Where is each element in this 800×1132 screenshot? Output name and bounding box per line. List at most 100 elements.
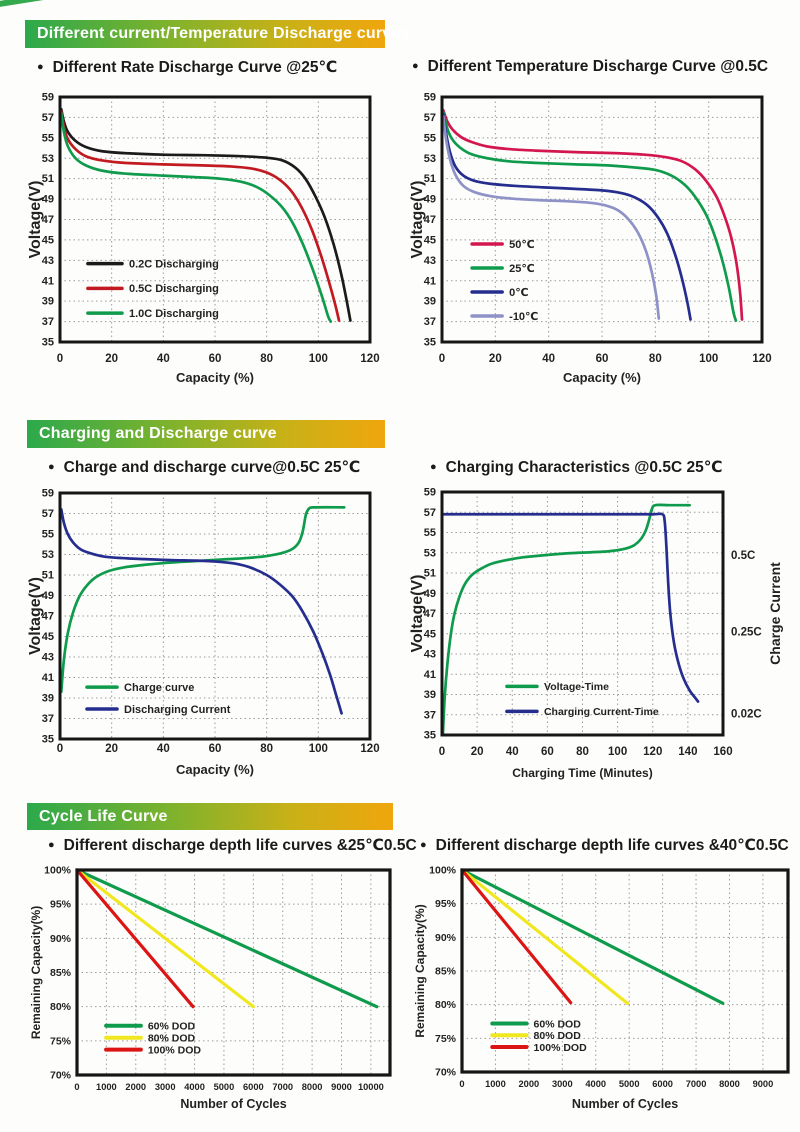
svg-text:95%: 95% — [435, 898, 457, 910]
svg-text:8000: 8000 — [302, 1082, 323, 1092]
svg-text:35: 35 — [42, 734, 54, 746]
bullet-icon: ● — [420, 839, 427, 851]
chart-title-cycle-life-25c: ● Different discharge depth life curves &… — [48, 836, 417, 855]
svg-text:35: 35 — [424, 337, 436, 349]
svg-text:100% DOD: 100% DOD — [148, 1044, 202, 1056]
svg-text:Voltage(V): Voltage(V) — [410, 181, 426, 259]
svg-text:120: 120 — [360, 353, 379, 365]
svg-text:45: 45 — [42, 234, 54, 246]
svg-text:55: 55 — [42, 529, 54, 541]
svg-text:51: 51 — [42, 570, 54, 582]
svg-text:100%: 100% — [429, 865, 457, 877]
chart-canvas: 70% 75% 80% 85% 90% 95% 100% 0 1000 2000 3000 4000 5… — [413, 865, 790, 1111]
svg-text:53: 53 — [424, 547, 436, 559]
bullet-icon: ● — [48, 461, 55, 473]
bullet-icon: ● — [430, 461, 437, 473]
svg-text:85%: 85% — [50, 967, 72, 979]
chart-title-text: Charging Characteristics @0.5C 25℃ — [445, 459, 723, 476]
svg-text:1000: 1000 — [96, 1082, 117, 1092]
svg-text:35: 35 — [424, 730, 436, 742]
svg-text:59: 59 — [424, 92, 436, 104]
svg-text:Number of Cycles: Number of Cycles — [572, 1097, 678, 1111]
svg-text:Voltage-Time: Voltage-Time — [544, 681, 609, 693]
svg-text:Charging Current-Time: Charging Current-Time — [544, 706, 659, 718]
svg-text:45: 45 — [424, 234, 436, 246]
svg-text:90%: 90% — [435, 932, 457, 944]
svg-text:37: 37 — [424, 709, 436, 721]
svg-text:6000: 6000 — [243, 1082, 264, 1092]
svg-text:20: 20 — [105, 743, 118, 755]
svg-text:41: 41 — [42, 275, 54, 287]
svg-text:57: 57 — [424, 112, 436, 124]
svg-text:55: 55 — [424, 132, 436, 144]
svg-text:53: 53 — [424, 153, 436, 165]
chart-canvas: 35 37 39 41 43 45 47 49 51 53 55 57 59 0 20 40 60 80 100 12… — [409, 487, 783, 781]
svg-text:2000: 2000 — [125, 1082, 146, 1092]
svg-text:75%: 75% — [50, 1035, 72, 1047]
chart-title-charging-characteristics: ● Charging Characteristics @0.5C 25℃ — [430, 458, 722, 477]
bullet-icon: ● — [412, 60, 419, 72]
chart-temperature-discharge: 35 37 39 41 43 45 47 49 51 53 55 57 59 0 20 40 60 80 100 12… — [409, 88, 778, 390]
svg-text:100: 100 — [608, 746, 627, 758]
svg-text:120: 120 — [360, 743, 379, 755]
svg-text:Discharging Current: Discharging Current — [124, 704, 231, 716]
svg-text:47: 47 — [424, 214, 436, 226]
svg-text:49: 49 — [424, 588, 436, 600]
svg-text:80%: 80% — [50, 1001, 72, 1013]
chart-title-cycle-life-40c: ● Different discharge depth life curves &… — [420, 836, 789, 855]
banner-charging-discharge: Charging and Discharge curve — [27, 420, 385, 448]
svg-text:60: 60 — [596, 353, 609, 365]
svg-text:35: 35 — [42, 337, 54, 349]
svg-text:43: 43 — [42, 255, 54, 267]
svg-text:0.5C Discharging: 0.5C Discharging — [129, 283, 219, 295]
svg-text:20: 20 — [105, 353, 118, 365]
svg-text:7000: 7000 — [272, 1082, 293, 1092]
svg-text:59: 59 — [42, 92, 54, 104]
chart-title-text: Different Temperature Discharge Curve @0… — [427, 58, 769, 75]
svg-text:59: 59 — [42, 488, 54, 500]
svg-text:90%: 90% — [50, 933, 72, 945]
svg-text:Remaining Capacity(%): Remaining Capacity(%) — [29, 906, 43, 1039]
chart-title-temperature-discharge: ● Different Temperature Discharge Curve @… — [412, 58, 768, 76]
svg-text:80% DOD: 80% DOD — [534, 1030, 582, 1042]
svg-text:120: 120 — [643, 746, 662, 758]
svg-text:53: 53 — [42, 153, 54, 165]
svg-text:47: 47 — [424, 608, 436, 620]
svg-text:140: 140 — [678, 746, 697, 758]
svg-text:6000: 6000 — [652, 1079, 673, 1089]
svg-text:51: 51 — [424, 173, 436, 185]
chart-charge-discharge: 35 37 39 41 43 45 47 49 51 53 55 57 59 0 20 40 60 80 100 12… — [27, 484, 383, 784]
svg-text:49: 49 — [42, 194, 54, 206]
svg-text:-10℃: -10℃ — [509, 311, 538, 323]
chart-canvas: 35 37 39 41 43 45 47 49 51 53 55 57 59 0 20 40 60 80 100 12… — [27, 92, 380, 386]
svg-text:0: 0 — [57, 743, 63, 755]
chart-charging-characteristics: 35 37 39 41 43 45 47 49 51 53 55 57 59 0 20 40 60 80 100 12… — [409, 483, 790, 785]
svg-text:39: 39 — [424, 296, 436, 308]
svg-text:Number of Cycles: Number of Cycles — [180, 1097, 286, 1111]
svg-text:80%: 80% — [435, 999, 457, 1011]
svg-text:Remaining Capacity(%): Remaining Capacity(%) — [413, 904, 427, 1037]
svg-text:100: 100 — [699, 353, 718, 365]
svg-text:70%: 70% — [50, 1070, 72, 1082]
svg-text:85%: 85% — [435, 966, 457, 978]
svg-text:57: 57 — [42, 508, 54, 520]
svg-text:39: 39 — [42, 296, 54, 308]
svg-text:43: 43 — [424, 255, 436, 267]
svg-text:20: 20 — [471, 746, 484, 758]
svg-text:80: 80 — [260, 743, 273, 755]
svg-text:100% DOD: 100% DOD — [534, 1042, 588, 1054]
banner-text: Different current/Temperature Discharge … — [37, 25, 410, 42]
svg-text:53: 53 — [42, 549, 54, 561]
svg-text:0.25C: 0.25C — [731, 627, 762, 639]
chart-rate-discharge: 35 37 39 41 43 45 47 49 51 53 55 57 59 0 20 40 60 80 100 12… — [27, 88, 383, 390]
chart-canvas: 70% 75% 80% 85% 90% 95% 100% 0 1000 2000 3000 4000 5… — [29, 865, 392, 1111]
svg-text:100: 100 — [309, 743, 328, 755]
svg-text:Voltage(V): Voltage(V) — [410, 575, 426, 653]
bullet-icon: ● — [37, 61, 44, 73]
bullet-icon: ● — [48, 839, 55, 851]
svg-text:0: 0 — [74, 1082, 79, 1092]
svg-text:80% DOD: 80% DOD — [148, 1032, 196, 1044]
svg-text:7000: 7000 — [686, 1079, 707, 1089]
banner-text: Cycle Life Curve — [39, 808, 168, 825]
